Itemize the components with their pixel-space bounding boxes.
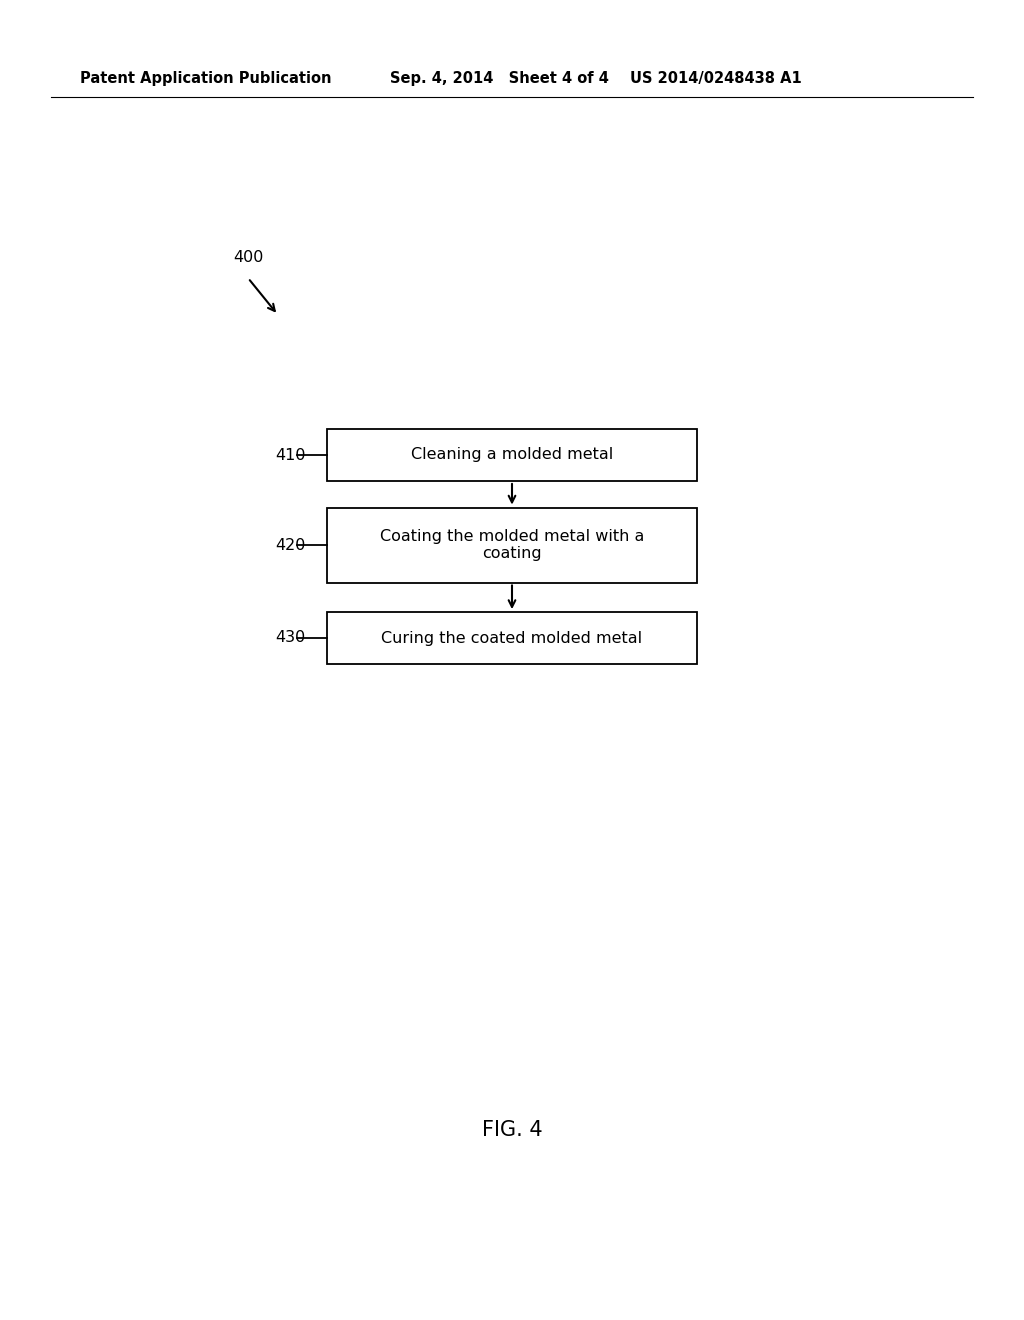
Text: 430: 430 [275, 631, 305, 645]
Text: 420: 420 [275, 537, 305, 553]
Text: Cleaning a molded metal: Cleaning a molded metal [411, 447, 613, 462]
Text: FIG. 4: FIG. 4 [481, 1119, 543, 1140]
Text: Patent Application Publication: Patent Application Publication [80, 70, 332, 86]
Bar [327, 612, 697, 664]
Text: US 2014/0248438 A1: US 2014/0248438 A1 [630, 70, 802, 86]
Text: 410: 410 [275, 447, 305, 462]
Bar [327, 429, 697, 480]
Bar [327, 507, 697, 582]
Text: Curing the coated molded metal: Curing the coated molded metal [381, 631, 643, 645]
Text: 400: 400 [233, 249, 263, 264]
Text: Coating the molded metal with a
coating: Coating the molded metal with a coating [380, 529, 644, 561]
Text: Sep. 4, 2014   Sheet 4 of 4: Sep. 4, 2014 Sheet 4 of 4 [390, 70, 609, 86]
